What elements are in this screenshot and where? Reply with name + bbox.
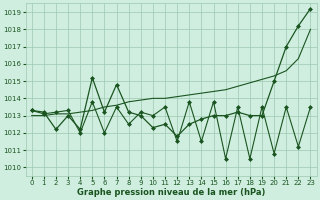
X-axis label: Graphe pression niveau de la mer (hPa): Graphe pression niveau de la mer (hPa) [77,188,265,197]
